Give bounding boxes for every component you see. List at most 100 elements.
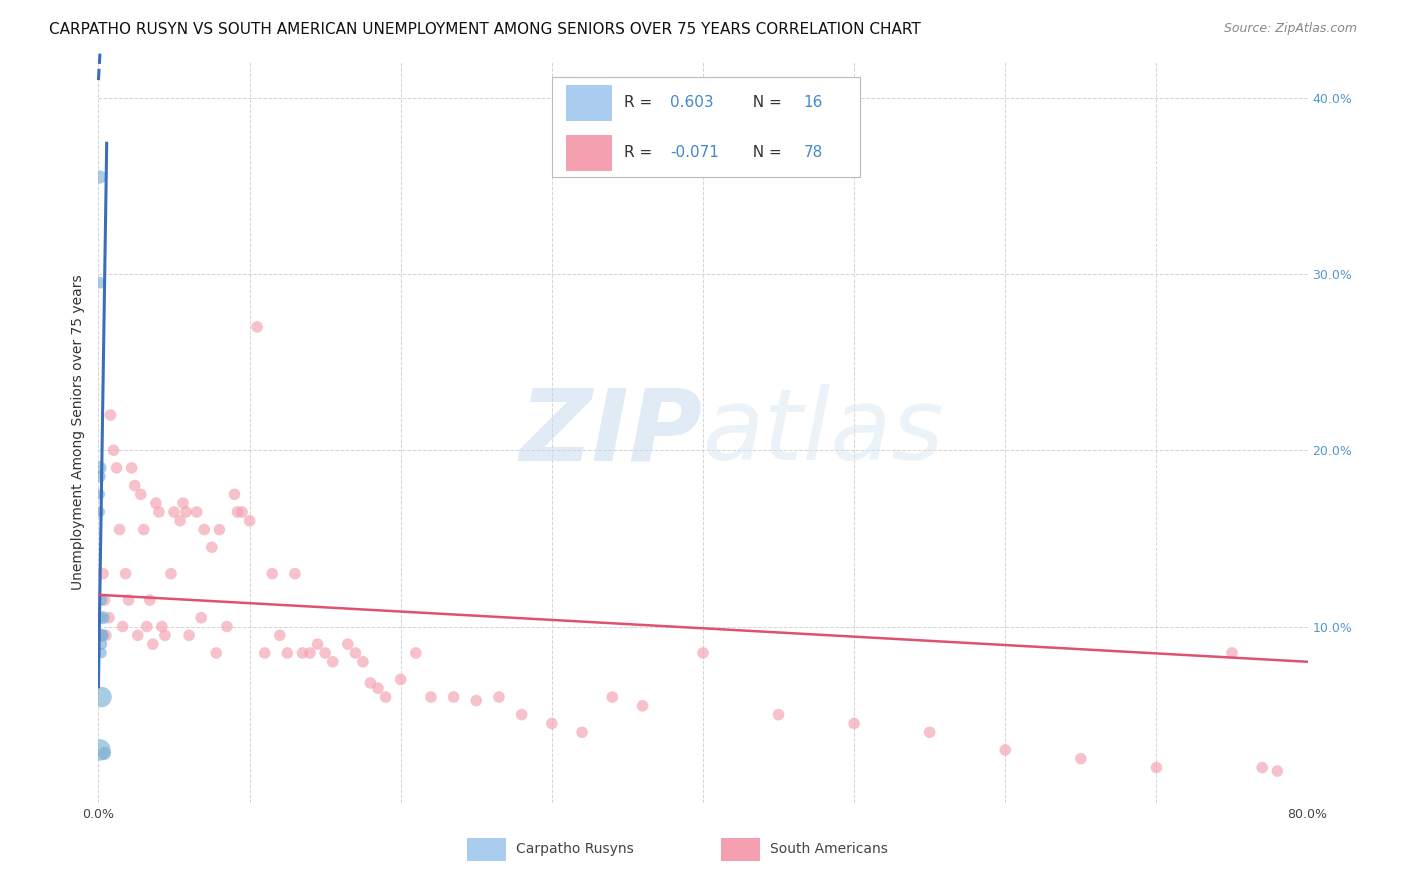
Point <box>100 408 122 422</box>
Point <box>89 276 111 290</box>
Point <box>121 461 143 475</box>
Text: -0.071: -0.071 <box>671 145 720 160</box>
Text: 78: 78 <box>803 145 823 160</box>
Text: CARPATHO RUSYN VS SOUTH AMERICAN UNEMPLOYMENT AMONG SENIORS OVER 75 YEARS CORREL: CARPATHO RUSYN VS SOUTH AMERICAN UNEMPLO… <box>49 22 921 37</box>
Text: South Americans: South Americans <box>769 842 887 856</box>
Text: R =: R = <box>624 145 658 160</box>
Y-axis label: Unemployment Among Seniors over 75 years: Unemployment Among Seniors over 75 years <box>72 275 86 591</box>
Point <box>540 716 562 731</box>
Point <box>169 514 191 528</box>
Point <box>160 566 183 581</box>
Point <box>90 646 112 660</box>
Point <box>1267 764 1289 778</box>
FancyBboxPatch shape <box>467 838 506 861</box>
Point <box>90 637 112 651</box>
Point <box>93 593 115 607</box>
Point <box>114 566 136 581</box>
Point <box>135 619 157 633</box>
Point <box>360 676 382 690</box>
Text: N =: N = <box>742 145 786 160</box>
FancyBboxPatch shape <box>567 136 613 170</box>
Point <box>231 505 253 519</box>
Point <box>89 743 111 757</box>
Point <box>389 673 412 687</box>
Point <box>246 319 269 334</box>
Point <box>465 693 488 707</box>
Point <box>367 681 389 696</box>
Point <box>276 646 298 660</box>
Point <box>127 628 149 642</box>
Point <box>90 690 112 704</box>
Point <box>299 646 322 660</box>
Point <box>322 655 344 669</box>
Point <box>1144 760 1167 774</box>
FancyBboxPatch shape <box>721 838 759 861</box>
Point <box>1251 760 1274 774</box>
Point <box>488 690 510 704</box>
Point <box>314 646 336 660</box>
Point <box>420 690 443 704</box>
Point <box>1220 646 1243 660</box>
Point <box>153 628 176 642</box>
Point <box>98 610 121 624</box>
Point <box>1070 752 1092 766</box>
Text: atlas: atlas <box>703 384 945 481</box>
FancyBboxPatch shape <box>567 86 613 120</box>
Point <box>174 505 197 519</box>
Point <box>111 619 134 633</box>
Text: Source: ZipAtlas.com: Source: ZipAtlas.com <box>1223 22 1357 36</box>
Point <box>89 169 111 184</box>
Point <box>994 743 1017 757</box>
Point <box>91 566 114 581</box>
Point <box>510 707 533 722</box>
Point <box>90 628 112 642</box>
Point <box>631 698 654 713</box>
Point <box>692 646 714 660</box>
Text: 16: 16 <box>803 95 823 110</box>
Point <box>89 469 111 483</box>
Point <box>262 566 284 581</box>
Point <box>918 725 941 739</box>
Point <box>179 628 201 642</box>
Point <box>132 523 155 537</box>
Text: N =: N = <box>742 95 786 110</box>
Point <box>374 690 396 704</box>
Point <box>89 461 111 475</box>
Point <box>93 747 115 761</box>
Point <box>193 523 215 537</box>
FancyBboxPatch shape <box>551 78 860 178</box>
Point <box>269 628 291 642</box>
Point <box>105 461 128 475</box>
Point <box>89 487 111 501</box>
Point <box>186 505 208 519</box>
Point <box>139 593 162 607</box>
Point <box>190 610 212 624</box>
Point <box>94 628 117 642</box>
Point <box>284 566 307 581</box>
Point <box>208 523 231 537</box>
Point <box>336 637 359 651</box>
Text: 0.603: 0.603 <box>671 95 714 110</box>
Point <box>129 487 152 501</box>
Point <box>124 478 146 492</box>
Point <box>172 496 194 510</box>
Point <box>91 610 114 624</box>
Text: Carpatho Rusyns: Carpatho Rusyns <box>516 842 633 856</box>
Point <box>90 610 112 624</box>
Point <box>89 505 111 519</box>
Point <box>150 619 173 633</box>
Point <box>145 496 167 510</box>
Point <box>239 514 262 528</box>
Point <box>253 646 276 660</box>
Point <box>224 487 246 501</box>
Point <box>571 725 593 739</box>
Point <box>108 523 131 537</box>
Point <box>844 716 866 731</box>
Point <box>90 593 112 607</box>
Point <box>344 646 367 660</box>
Text: R =: R = <box>624 95 658 110</box>
Point <box>405 646 427 660</box>
Point <box>201 540 224 554</box>
Point <box>118 593 141 607</box>
Point <box>443 690 465 704</box>
